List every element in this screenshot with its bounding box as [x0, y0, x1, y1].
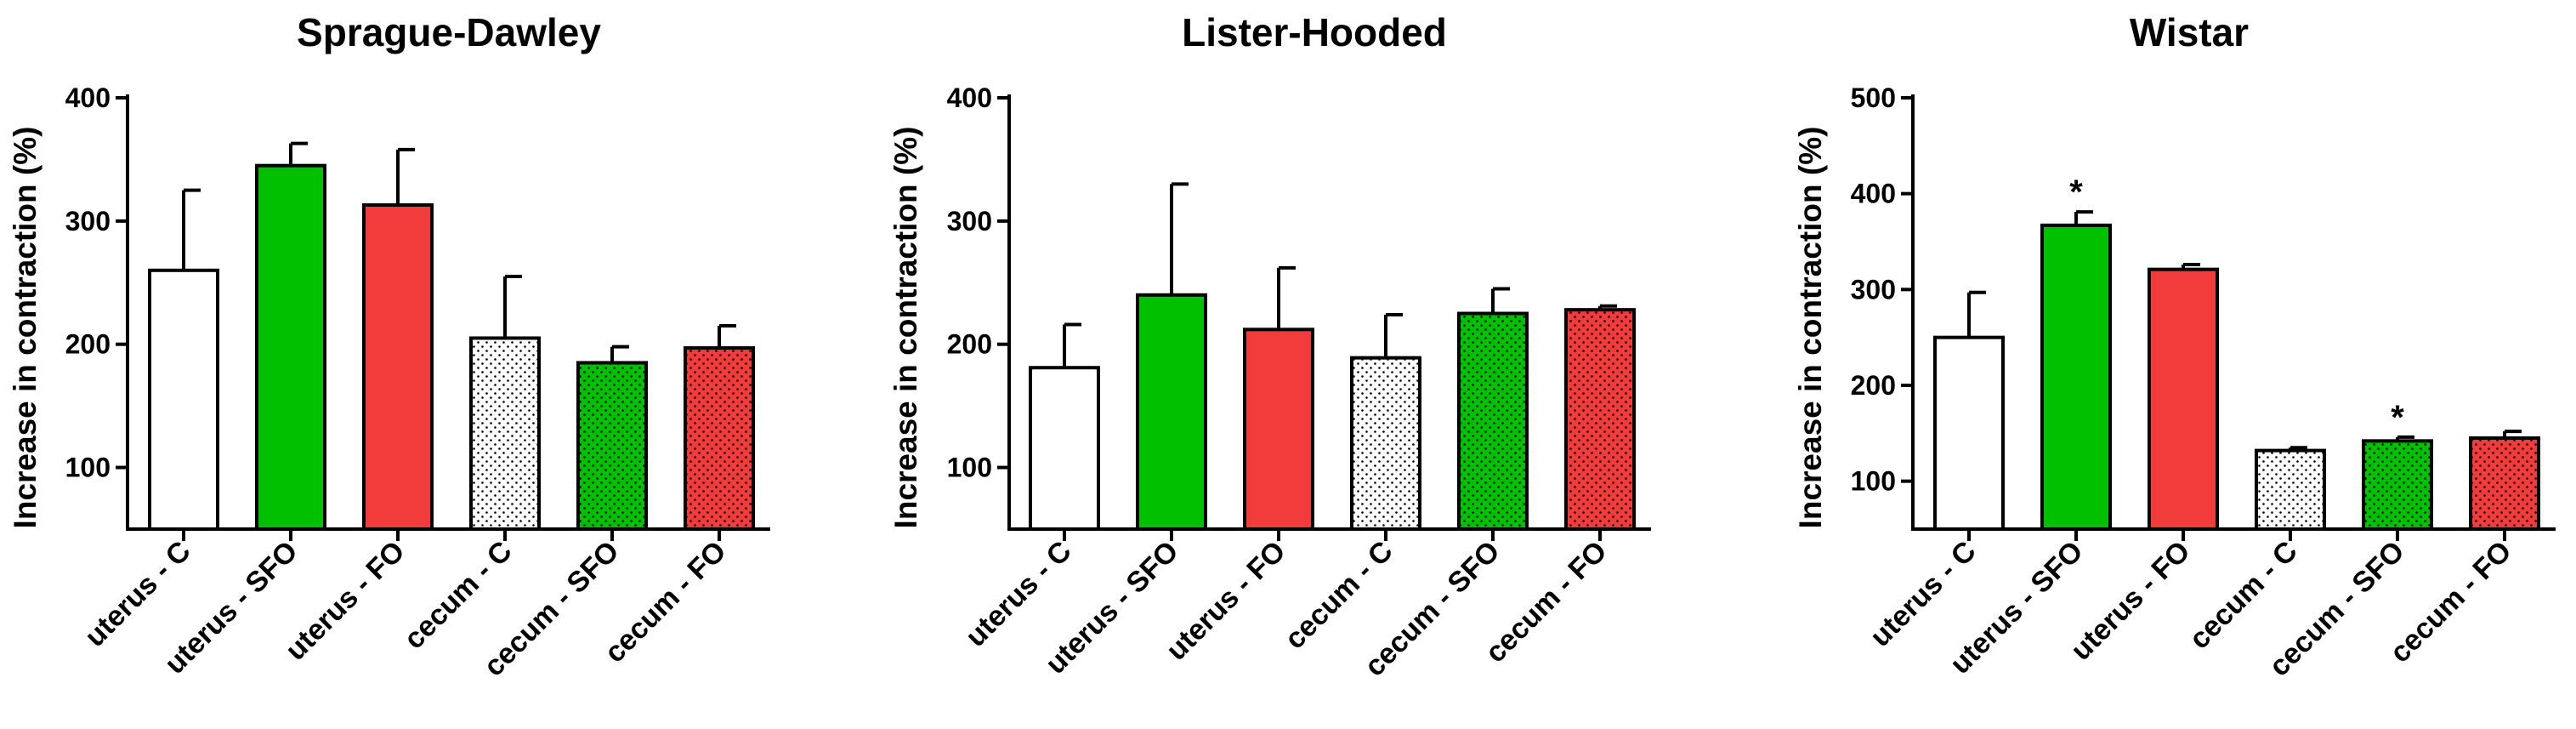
bar — [684, 346, 755, 531]
bar — [2469, 436, 2540, 532]
y-tick-label: 200 — [1851, 370, 1896, 401]
bar — [362, 203, 434, 531]
bar — [469, 336, 541, 531]
y-axis-label: Increase in contraction (%) — [1793, 127, 1828, 529]
chart-panel-wistar: Wistar Increase in contraction (%) * * 100… — [1793, 10, 2556, 683]
y-tick-label: 300 — [1851, 274, 1896, 305]
chart-panel-sprague-dawley: Sprague-Dawley Increase in contraction (… — [8, 10, 770, 683]
y-tick-label: 300 — [947, 206, 992, 236]
bar — [1243, 327, 1314, 531]
bar — [1350, 356, 1421, 531]
y-tick-label: 100 — [1851, 466, 1896, 497]
bar — [1136, 293, 1207, 531]
y-axis-label: Increase in contraction (%) — [888, 127, 923, 529]
bar — [1457, 311, 1529, 531]
bar — [1564, 308, 1636, 531]
bar — [2255, 448, 2326, 532]
x-tick-label: uterus - C — [79, 535, 197, 653]
bar — [148, 268, 219, 531]
chart-panel-lister-hooded: Lister-Hooded Increase in contraction (%… — [888, 10, 1651, 683]
bar — [576, 361, 648, 532]
y-tick-label: 100 — [947, 453, 992, 483]
chart-title: Lister-Hooded — [1182, 10, 1447, 54]
chart-title: Wistar — [2130, 10, 2249, 54]
bar — [1933, 335, 2005, 531]
y-tick-label: 100 — [65, 453, 111, 483]
y-axis-label: Increase in contraction (%) — [8, 127, 43, 529]
y-tick-label: 400 — [947, 83, 992, 113]
y-tick-label: 400 — [65, 83, 111, 113]
significance-marker: * — [2391, 399, 2404, 436]
x-tick-label: uterus - C — [960, 535, 1078, 653]
bar — [2148, 267, 2219, 531]
y-tick-label: 400 — [1851, 179, 1896, 209]
x-tick-label: uterus - C — [1864, 535, 1983, 653]
chart-title: Sprague-Dawley — [297, 10, 601, 54]
y-tick-label: 300 — [65, 206, 111, 236]
bar — [2040, 223, 2112, 531]
y-tick-label: 200 — [947, 329, 992, 360]
bar — [2362, 439, 2433, 532]
y-tick-label: 200 — [65, 329, 111, 360]
bar — [1029, 366, 1100, 532]
y-tick-label: 500 — [1851, 83, 1896, 113]
bar — [255, 163, 326, 532]
significance-marker: * — [2069, 174, 2083, 211]
